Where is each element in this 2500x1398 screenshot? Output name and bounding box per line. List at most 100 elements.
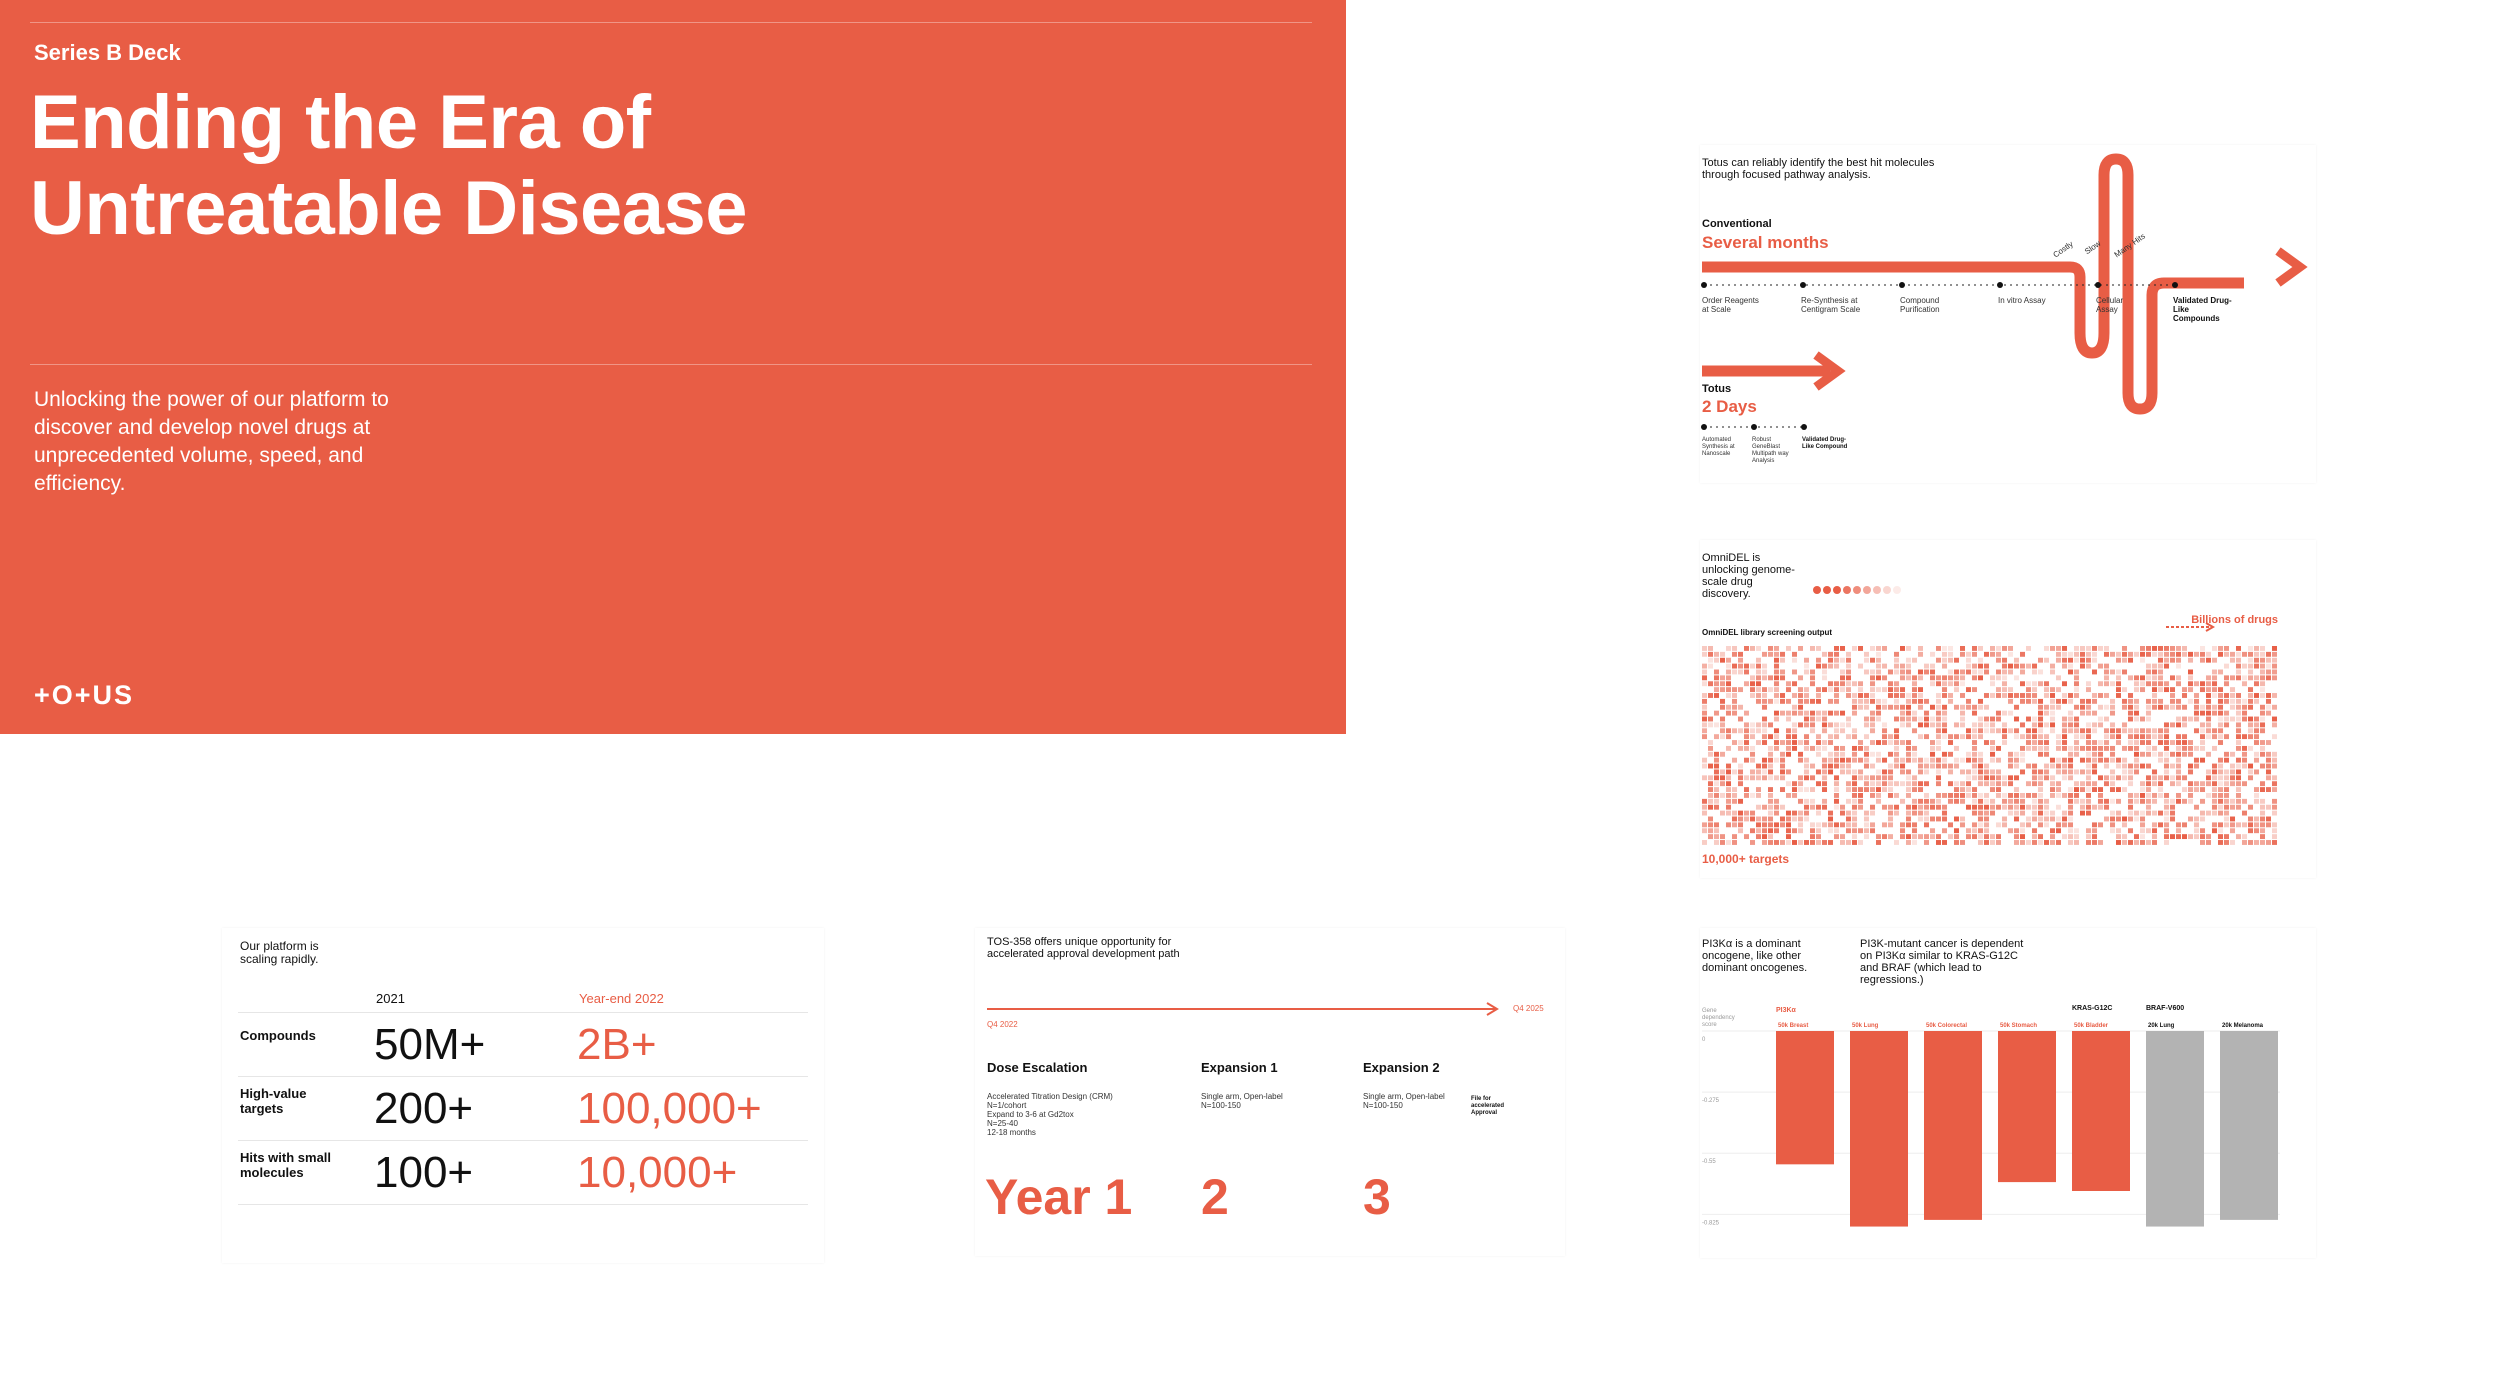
heatmap-cell [2200,687,2205,693]
heatmap-cell [1714,793,1719,798]
heatmap-cell [2068,804,2073,810]
heatmap-cell [1978,828,1983,834]
heatmap-cell [2074,704,2079,710]
timeline-arrow [987,1002,1499,1016]
heatmap-cell [2260,816,2265,822]
heatmap-cell [1900,710,1905,716]
heatmap-cell [1888,763,1893,769]
heatmap-cell [2260,740,2265,745]
heatmap-cell [1732,769,1737,775]
heatmap-cell [2182,740,2187,745]
heatmap-cell [1900,669,1905,675]
heatmap-cell [2080,798,2085,804]
heatmap-cell [2194,834,2199,840]
heatmap-cell [1912,728,1917,734]
heatmap-cell [2260,716,2265,722]
heatmap-cell [2002,793,2007,798]
heatmap-cell [2128,810,2133,816]
heatmap-cell [2248,646,2253,651]
heatmap-cell [2194,728,2199,734]
heatmap-cell [2164,722,2169,728]
heatmap-cell [2206,781,2211,787]
heatmap-cell [1792,740,1797,745]
heatmap-cell [2188,698,2193,704]
heatmap-cell [2242,704,2247,710]
heatmap-cell [1816,804,1821,810]
heatmap-cell [1804,757,1809,763]
heatmap-cell [1804,787,1809,792]
heatmap-cell [2044,763,2049,769]
heatmap-cell [2110,781,2115,787]
heatmap-cell [2170,651,2175,657]
heatmap-cell [1912,822,1917,828]
heatmap-cell [2092,710,2097,716]
heatmap-cell [1708,745,1713,751]
heatmap-cell [1756,787,1761,792]
heatmap-cell [2212,828,2217,834]
heatmap-cell [1834,646,1839,651]
heatmap-cell [2134,763,2139,769]
scale-dot-9 [1893,586,1901,594]
heatmap-cell [1870,681,1875,687]
heatmap-cell [1984,840,1989,845]
heatmap-cell [1996,716,2001,722]
heatmap-cell [2002,775,2007,781]
heatmap-cell [2116,787,2121,792]
heatmap-cell [1708,722,1713,728]
heatmap-cell [1870,787,1875,792]
heatmap-cell [2152,693,2157,698]
heatmap-cell [2242,698,2247,704]
heatmap-cell [1948,834,1953,840]
heatmap-cell [1870,728,1875,734]
heatmap-cell [1828,840,1833,845]
heatmap-cell [2272,781,2277,787]
heatmap-cell [2266,710,2271,716]
heatmap-cell [1990,693,1995,698]
heatmap-cell [1804,769,1809,775]
heatmap-cell [2158,728,2163,734]
heatmap-cell [1852,810,1857,816]
heatmap-cell [1768,810,1773,816]
heatmap-cell [2212,710,2217,716]
heatmap-cell [1954,793,1959,798]
heatmap-cell [1732,740,1737,745]
heatmap-cell [2170,834,2175,840]
heatmap-cell [2236,675,2241,681]
heatmap-cell [1876,669,1881,675]
heatmap-cell [2146,828,2151,834]
heatmap-cell [1870,693,1875,698]
heatmap-cell [2158,810,2163,816]
heatmap-cell [2008,693,2013,698]
heatmap-cell [1828,657,1833,663]
heatmap-cell [2062,681,2067,687]
omnidel-caption: OmniDEL library screening output [1702,628,1833,637]
heatmap-cell [1948,763,1953,769]
heatmap-cell [1918,669,1923,675]
heatmap-cell [1918,704,1923,710]
heatmap-cell [1942,663,1947,669]
heatmap-cell [1966,757,1971,763]
heatmap-cell [1954,722,1959,728]
heatmap-cell [2230,816,2235,822]
heatmap-cell [1714,828,1719,834]
heatmap-cell [2236,669,2241,675]
heatmap-cell [1846,822,1851,828]
heatmap-cell [2074,751,2079,757]
heatmap-cell [1990,740,1995,745]
heatmap-cell [2218,704,2223,710]
heatmap-cell [2248,651,2253,657]
heatmap-cell [1804,716,1809,722]
heatmap-cell [2020,663,2025,669]
heatmap-cell [1768,769,1773,775]
heatmap-cell [1948,793,1953,798]
heatmap-cell [1768,722,1773,728]
heatmap-cell [2248,663,2253,669]
heatmap-cell [2080,769,2085,775]
heatmap-cell [2002,816,2007,822]
heatmap-cell [1756,740,1761,745]
heatmap-cell [2032,687,2037,693]
heatmap-cell [1936,734,1941,740]
heatmap-cell [2038,704,2043,710]
heatmap-cell [1912,693,1917,698]
heatmap-cell [2158,787,2163,792]
